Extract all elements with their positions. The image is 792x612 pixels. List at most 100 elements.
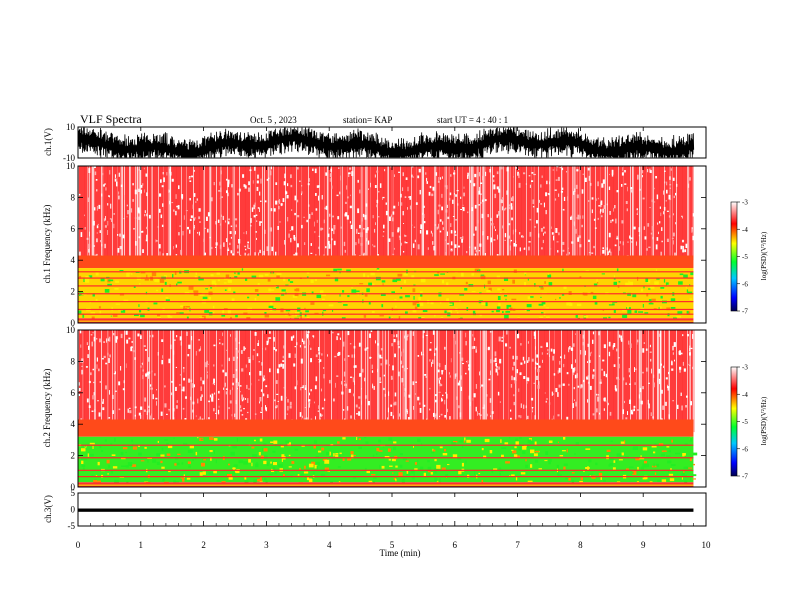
spectrum-low-speckle bbox=[376, 268, 380, 270]
spectrum-speckle bbox=[659, 380, 660, 385]
spectrum-speckle bbox=[594, 227, 597, 229]
spectrum-speckle bbox=[669, 187, 671, 189]
spectrum-low-speckle bbox=[93, 479, 98, 483]
spectrum-speckle bbox=[301, 338, 303, 342]
ch2-colorbar: -3-4-5-6-7 log(PSD)(V²/Hz) bbox=[730, 364, 768, 481]
spectrum-speckle bbox=[248, 388, 250, 390]
spectrum-low-speckle bbox=[519, 437, 522, 439]
spectrum-low-speckle bbox=[616, 453, 622, 457]
spectrum-speckle bbox=[263, 378, 266, 381]
spectrum-speckle bbox=[347, 196, 349, 199]
spectrum-speckle bbox=[653, 374, 655, 378]
spectrum-speckle bbox=[99, 230, 101, 233]
spectrum-streak bbox=[638, 330, 641, 433]
spectrum-low-speckle bbox=[394, 299, 397, 301]
spectrum-low-speckle bbox=[126, 271, 131, 274]
spectrum-speckle bbox=[562, 241, 565, 245]
spectrum-speckle bbox=[162, 355, 164, 359]
spectrum-low-speckle bbox=[164, 281, 167, 285]
spectrum-speckle bbox=[80, 232, 83, 237]
spectrum-low-speckle bbox=[667, 460, 672, 464]
spectrum-speckle bbox=[607, 251, 609, 255]
spectrum-speckle bbox=[468, 367, 470, 371]
spectrum-speckle bbox=[426, 230, 429, 235]
spectrum-low-speckle bbox=[156, 461, 160, 465]
spectrum-low-speckle bbox=[321, 294, 327, 296]
spectrum-speckle bbox=[232, 374, 235, 378]
spectrum-streak bbox=[190, 330, 192, 433]
spectrum-speckle bbox=[237, 192, 239, 196]
spectrum-speckle bbox=[214, 392, 216, 395]
spectrum-low-speckle bbox=[175, 481, 179, 483]
spectrum-speckle bbox=[270, 208, 273, 212]
spectrum-speckle bbox=[155, 239, 157, 243]
spectrum-low-speckle bbox=[152, 459, 157, 463]
spectrum-speckle bbox=[512, 367, 514, 371]
spectrum-speckle bbox=[544, 392, 546, 394]
spectrum-speckle bbox=[672, 352, 674, 355]
spectrum-low-speckle bbox=[391, 291, 395, 293]
spectrum-low-speckle bbox=[289, 281, 294, 283]
spectrum-speckle bbox=[146, 213, 148, 217]
spectrum-streak bbox=[594, 330, 597, 433]
spectrum-low-speckle bbox=[262, 448, 263, 452]
spectrum-speckle bbox=[648, 382, 650, 384]
spectrum-speckle bbox=[96, 338, 98, 340]
spectrum-streak bbox=[235, 330, 238, 433]
spectrum-speckle bbox=[185, 396, 187, 399]
spectrum-streak bbox=[598, 330, 600, 433]
spectrum-speckle bbox=[398, 201, 399, 206]
spectrum-speckle bbox=[614, 244, 617, 247]
spectrum-low-speckle bbox=[378, 439, 381, 443]
spectrum-low-speckle bbox=[258, 452, 261, 456]
spectrum-speckle bbox=[105, 187, 107, 191]
spectrum-low-speckle bbox=[221, 315, 226, 317]
spectrum-low-speckle bbox=[420, 278, 426, 283]
spectrum-speckle bbox=[462, 236, 464, 240]
spectrum-speckle bbox=[387, 407, 389, 413]
spectrum-speckle bbox=[287, 399, 289, 403]
spectrum-speckle bbox=[469, 180, 472, 183]
spectrum-speckle bbox=[94, 171, 97, 176]
spectrum-low-speckle bbox=[562, 268, 564, 273]
spectrum-streak bbox=[422, 330, 424, 433]
colorbar-tick-label: -4 bbox=[742, 391, 748, 399]
spectrum-speckle bbox=[407, 410, 408, 415]
spectrum-low-speckle bbox=[161, 466, 165, 469]
spectrum-low-speckle bbox=[480, 275, 486, 280]
spectrum-low-speckle bbox=[483, 455, 487, 459]
spectrum-low-speckle bbox=[389, 465, 393, 467]
spectrum-low-speckle bbox=[101, 450, 104, 452]
spectrum-low-speckle bbox=[530, 449, 535, 454]
spectrum-low-speckle bbox=[491, 310, 494, 313]
spectrum-speckle bbox=[288, 353, 291, 358]
spectrum-speckle bbox=[626, 208, 628, 212]
spectrum-low-speckle bbox=[83, 278, 85, 282]
spectrum-streak bbox=[589, 166, 591, 269]
spectrum-speckle bbox=[518, 173, 520, 179]
spectrum-speckle bbox=[325, 205, 328, 210]
spectrum-low-speckle bbox=[613, 278, 616, 280]
spectrum-low-speckle bbox=[632, 447, 636, 450]
spectrum-speckle bbox=[617, 378, 620, 380]
spectrum-low-speckle bbox=[210, 287, 213, 289]
spectrum-low-speckle bbox=[126, 273, 130, 277]
colorbar-tick-label: -7 bbox=[742, 308, 748, 316]
spectrum-speckle bbox=[521, 235, 523, 238]
spectrum-speckle bbox=[577, 214, 580, 220]
spectrum-speckle bbox=[480, 202, 482, 204]
spectrum-low-speckle bbox=[538, 303, 544, 306]
spectrum-speckle bbox=[538, 365, 541, 368]
spectrum-low-speckle bbox=[234, 276, 238, 278]
spectrum-low-speckle bbox=[281, 294, 285, 296]
spectrum-low-speckle bbox=[120, 451, 124, 456]
spectrum-speckle bbox=[355, 242, 357, 246]
spectrum-speckle bbox=[487, 214, 489, 218]
spectrum-streak bbox=[94, 330, 96, 433]
spectrum-speckle bbox=[182, 231, 184, 236]
spectrum-speckle bbox=[84, 214, 85, 217]
spectrum-low-speckle bbox=[398, 316, 401, 320]
spectrum-speckle bbox=[502, 225, 504, 229]
spectrum-speckle bbox=[129, 410, 132, 414]
